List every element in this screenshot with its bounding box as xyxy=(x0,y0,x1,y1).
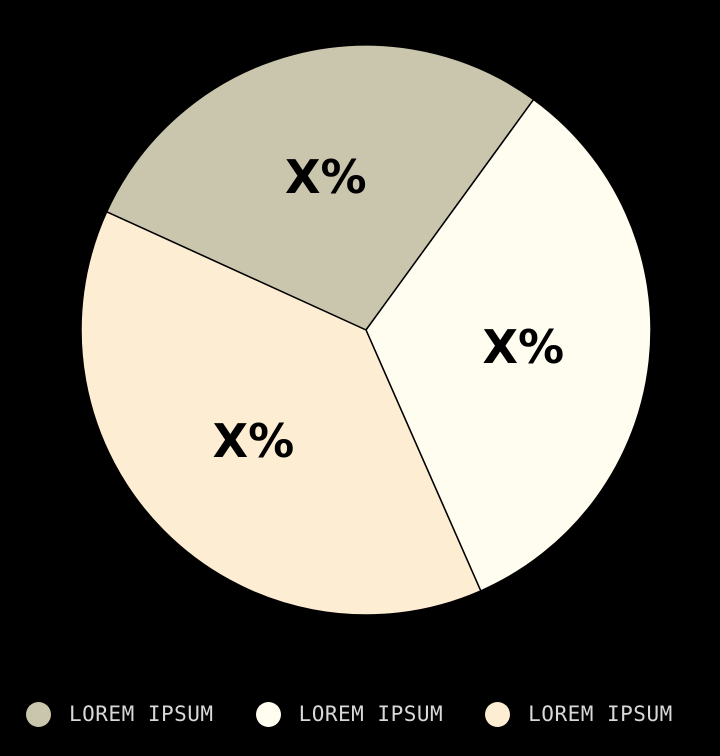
legend-swatch xyxy=(26,701,51,727)
legend-swatch xyxy=(255,701,281,727)
pie-slice-label: X% xyxy=(483,320,565,374)
pie-slice xyxy=(365,98,652,592)
legend-item: LOREM IPSUM xyxy=(485,701,673,727)
legend-item: LOREM IPSUM xyxy=(255,701,444,727)
legend-label: LOREM IPSUM xyxy=(69,702,214,726)
pie-slice-label: X% xyxy=(213,414,295,468)
pie-slice xyxy=(105,44,535,331)
pie-slice-labels: X% X% X% xyxy=(213,150,564,468)
legend-label: LOREM IPSUM xyxy=(298,702,444,726)
pie-slices xyxy=(80,44,652,616)
pie-slice-label: X% xyxy=(285,150,367,204)
legend-item: LOREM IPSUM xyxy=(26,701,214,727)
legend: LOREM IPSUM LOREM IPSUM LOREM IPSUM xyxy=(26,701,673,727)
legend-label: LOREM IPSUM xyxy=(528,702,673,726)
pie-slice xyxy=(80,211,482,616)
legend-swatch xyxy=(485,701,511,727)
